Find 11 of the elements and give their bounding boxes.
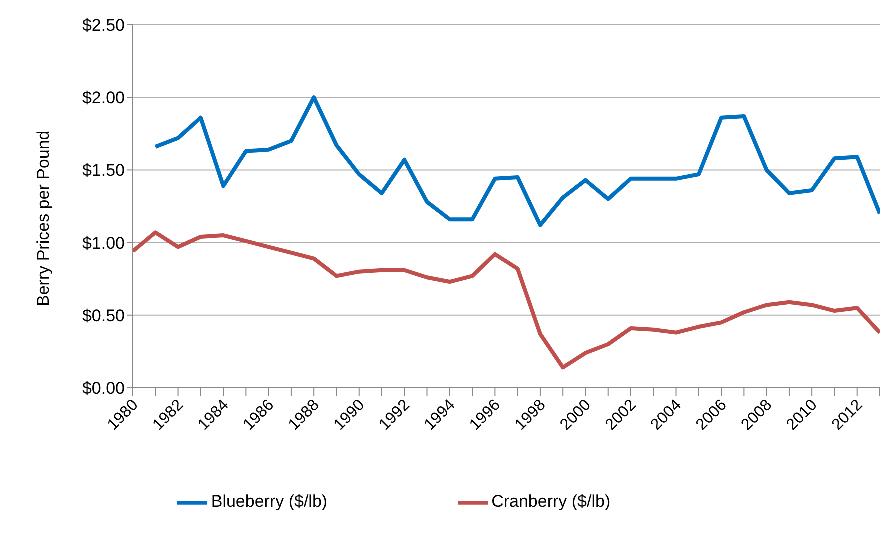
y-tick-label: $1.00 <box>82 234 125 253</box>
legend-label: Cranberry ($/lb) <box>492 492 611 512</box>
line-series <box>131 230 880 370</box>
y-tick-label: $1.50 <box>82 161 125 180</box>
y-tick-label: $0.00 <box>82 379 125 398</box>
y-tick-label: $2.00 <box>82 88 125 108</box>
y-tick-label: $0.50 <box>82 306 125 326</box>
y-tick-label: $2.50 <box>82 16 125 36</box>
legend-label: Blueberry ($/lb) <box>211 492 328 512</box>
y-axis-title: Berry Prices per Pound <box>34 130 54 306</box>
line-series <box>154 96 880 228</box>
